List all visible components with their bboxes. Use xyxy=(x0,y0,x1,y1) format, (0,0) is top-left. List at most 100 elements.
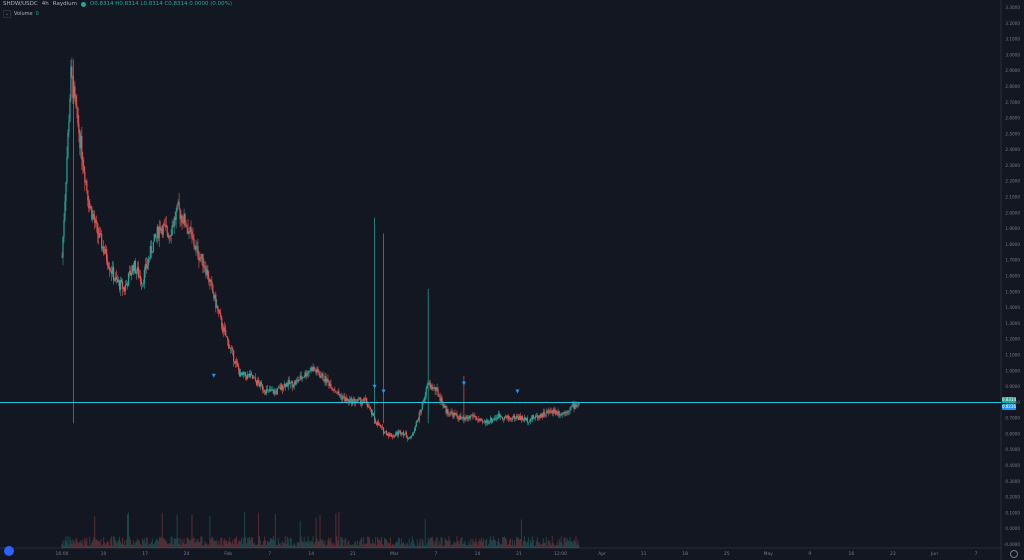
price-axis-label: 1.0000 xyxy=(1005,368,1020,373)
volume-bar xyxy=(394,543,396,548)
candle-body xyxy=(334,390,336,392)
candle-body xyxy=(418,412,420,421)
candle-body xyxy=(478,419,480,421)
candle-body xyxy=(142,283,144,285)
candle-body xyxy=(439,396,441,402)
volume-bar xyxy=(115,540,117,548)
volume-bar xyxy=(159,538,161,548)
volume-bar xyxy=(62,540,64,548)
gear-icon[interactable] xyxy=(1010,550,1018,558)
volume-bar xyxy=(485,540,487,548)
price-axis-label: 0.2000 xyxy=(1005,495,1020,500)
volume-bar xyxy=(464,540,466,548)
volume-bar xyxy=(340,537,342,548)
volume-bar xyxy=(96,539,98,548)
volume-bar xyxy=(448,536,450,548)
volume-bar xyxy=(356,545,358,548)
candle-body xyxy=(75,96,77,106)
candle-body xyxy=(576,405,578,407)
candle-body xyxy=(353,398,355,400)
candle-body xyxy=(513,415,516,420)
candle-body xyxy=(152,241,154,253)
price-axis-label: 2.7000 xyxy=(1005,100,1020,105)
candle-body xyxy=(225,330,227,337)
volume-bar xyxy=(508,544,510,548)
volume-bar xyxy=(170,536,172,548)
volume-bar xyxy=(107,540,109,548)
candle-body xyxy=(475,416,477,420)
volume-bar xyxy=(385,539,387,548)
candle-body xyxy=(86,180,88,191)
candle-body xyxy=(428,382,430,384)
volume-bar xyxy=(557,545,559,548)
volume-bar xyxy=(273,540,275,548)
volume-bar xyxy=(324,540,326,548)
candle-body xyxy=(573,403,575,409)
volume-bar xyxy=(185,543,187,548)
volume-bar xyxy=(255,544,257,548)
volume-bar xyxy=(83,545,85,548)
candle-body xyxy=(383,431,386,434)
price-axis-label: 2.3000 xyxy=(1005,163,1020,168)
candle-body xyxy=(435,387,437,391)
volume-bar xyxy=(187,537,189,548)
volume-bar xyxy=(468,541,470,548)
candle-body xyxy=(415,421,417,427)
volume-bar xyxy=(126,539,128,548)
time-axis-label: 12:00 xyxy=(554,551,567,557)
volume-bar xyxy=(279,543,281,548)
candle-body xyxy=(390,433,393,437)
volume-bar xyxy=(456,536,458,548)
candle-body xyxy=(102,246,104,249)
candle-body xyxy=(236,360,238,363)
candle-body xyxy=(498,413,500,419)
time-axis-label: Feb xyxy=(224,551,232,557)
candle-body xyxy=(497,417,499,419)
tradingview-cloud-icon[interactable] xyxy=(4,546,14,556)
volume-bar xyxy=(294,545,296,548)
volume-bar xyxy=(388,543,390,548)
volume-bar xyxy=(342,539,344,548)
price-axis-label: 1.1000 xyxy=(1005,352,1020,357)
candle-body xyxy=(314,369,316,371)
volume-bar xyxy=(516,538,518,548)
candle-body xyxy=(288,380,290,384)
volume-bar xyxy=(435,537,437,548)
interval-label[interactable]: 4h xyxy=(41,1,49,7)
volume-bar xyxy=(254,542,256,548)
candle-body xyxy=(557,411,559,415)
volume-bar xyxy=(141,538,143,548)
volume-bar xyxy=(405,543,407,548)
candle-body xyxy=(553,409,555,413)
volume-bar xyxy=(128,536,130,548)
candle-body xyxy=(539,415,541,418)
symbol-name[interactable]: SHDW/USDC xyxy=(3,1,38,7)
candle-body xyxy=(84,171,86,183)
candle-body xyxy=(320,376,322,378)
volume-bar xyxy=(352,543,354,548)
candle-body xyxy=(396,432,399,436)
candle-body xyxy=(523,417,526,421)
volume-bar xyxy=(578,545,580,548)
volume-bar xyxy=(321,540,323,548)
candle-body xyxy=(460,415,462,419)
candle-body xyxy=(364,398,366,400)
collapse-legend-button[interactable]: ⌄ xyxy=(3,10,11,18)
candle-body xyxy=(82,159,84,167)
price-axis-label: 1.6000 xyxy=(1005,274,1020,279)
volume-bar xyxy=(149,543,151,548)
candle-body xyxy=(68,121,70,133)
candle-body xyxy=(109,267,111,271)
volume-bar xyxy=(408,538,410,548)
volume-bar xyxy=(527,537,529,548)
candle-body xyxy=(218,309,220,313)
candle-body xyxy=(76,105,78,108)
candle-body xyxy=(429,382,431,388)
candle-body xyxy=(328,381,330,386)
candle-body xyxy=(466,416,468,419)
volume-label[interactable]: Volume xyxy=(14,11,33,17)
candle-body xyxy=(223,327,225,333)
volume-bar xyxy=(514,545,516,548)
